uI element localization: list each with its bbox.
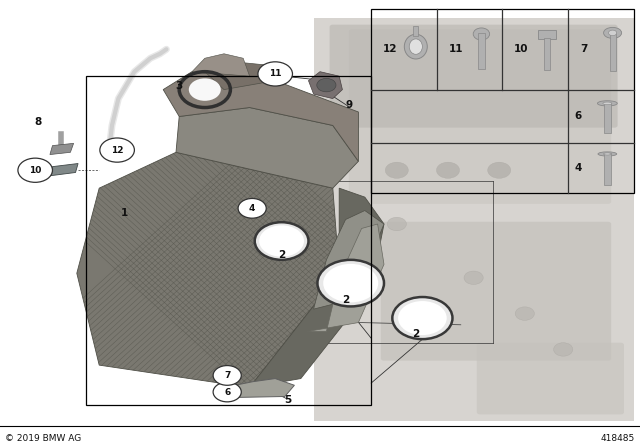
Circle shape — [255, 222, 308, 260]
Ellipse shape — [404, 34, 428, 59]
FancyBboxPatch shape — [610, 32, 616, 71]
Text: 11: 11 — [449, 44, 463, 54]
FancyBboxPatch shape — [477, 343, 624, 414]
Ellipse shape — [598, 152, 617, 156]
Text: 2: 2 — [342, 295, 349, 305]
Circle shape — [392, 297, 452, 339]
Polygon shape — [214, 379, 294, 398]
Polygon shape — [163, 72, 358, 161]
Circle shape — [258, 62, 292, 86]
Text: 1: 1 — [121, 208, 129, 218]
Circle shape — [100, 138, 134, 162]
Ellipse shape — [609, 30, 617, 36]
Circle shape — [387, 217, 406, 231]
Ellipse shape — [604, 27, 621, 39]
Polygon shape — [77, 152, 339, 388]
Circle shape — [213, 366, 241, 385]
Ellipse shape — [597, 101, 618, 106]
Circle shape — [488, 162, 511, 178]
Polygon shape — [176, 108, 358, 188]
Text: 4: 4 — [575, 163, 582, 173]
Circle shape — [238, 198, 266, 218]
Text: 4: 4 — [249, 204, 255, 213]
Text: 8: 8 — [35, 117, 42, 127]
Circle shape — [385, 162, 408, 178]
Polygon shape — [205, 63, 288, 90]
Circle shape — [398, 301, 447, 335]
Circle shape — [213, 382, 241, 402]
Polygon shape — [250, 188, 384, 388]
Text: 2: 2 — [278, 250, 285, 260]
Circle shape — [515, 307, 534, 320]
FancyBboxPatch shape — [381, 222, 611, 361]
Text: 2: 2 — [412, 329, 420, 339]
Text: 7: 7 — [224, 371, 230, 380]
Polygon shape — [51, 164, 78, 176]
Polygon shape — [314, 18, 634, 421]
Text: 10: 10 — [514, 44, 529, 54]
Ellipse shape — [409, 39, 422, 54]
Text: 12: 12 — [383, 44, 397, 54]
Circle shape — [189, 78, 221, 101]
Text: 6: 6 — [575, 112, 582, 121]
Circle shape — [18, 158, 52, 182]
Text: 10: 10 — [29, 166, 42, 175]
Circle shape — [554, 343, 573, 356]
Text: 9: 9 — [345, 100, 353, 110]
Polygon shape — [314, 211, 384, 309]
Circle shape — [259, 225, 304, 257]
Circle shape — [464, 271, 483, 284]
Text: 3: 3 — [175, 81, 183, 91]
Polygon shape — [307, 224, 384, 332]
Circle shape — [317, 78, 336, 92]
FancyBboxPatch shape — [544, 39, 550, 70]
FancyBboxPatch shape — [413, 26, 419, 36]
Polygon shape — [192, 54, 250, 76]
Text: 11: 11 — [269, 69, 282, 78]
Text: 7: 7 — [580, 44, 587, 54]
Circle shape — [436, 162, 460, 178]
Ellipse shape — [604, 153, 611, 155]
Polygon shape — [50, 143, 74, 155]
Ellipse shape — [473, 28, 490, 40]
Polygon shape — [308, 72, 342, 99]
FancyBboxPatch shape — [604, 153, 611, 185]
Text: 6: 6 — [224, 388, 230, 396]
Text: 12: 12 — [111, 146, 124, 155]
FancyBboxPatch shape — [349, 29, 611, 204]
FancyBboxPatch shape — [604, 103, 611, 133]
Ellipse shape — [603, 102, 612, 105]
Text: © 2019 BMW AG: © 2019 BMW AG — [5, 434, 81, 443]
Circle shape — [317, 260, 384, 306]
Text: 418485: 418485 — [600, 434, 635, 443]
FancyBboxPatch shape — [538, 30, 556, 39]
FancyBboxPatch shape — [478, 33, 484, 69]
Circle shape — [323, 264, 378, 302]
FancyBboxPatch shape — [330, 25, 618, 128]
Text: 5: 5 — [284, 395, 292, 405]
